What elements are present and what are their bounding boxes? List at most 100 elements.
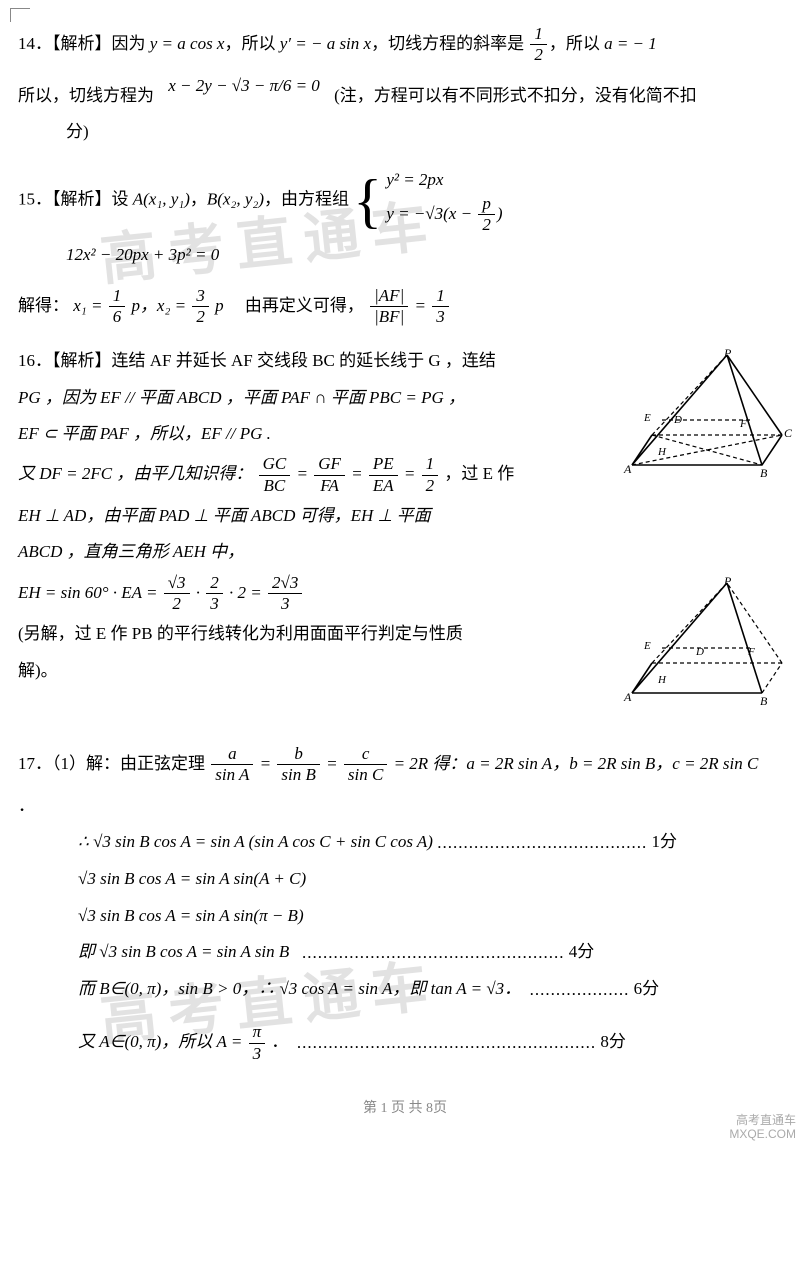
- pts: 6分: [634, 979, 660, 998]
- svg-text:H: H: [657, 446, 667, 458]
- eq: p: [215, 295, 224, 314]
- pyramid-diagram-2: P A B E D F H: [622, 573, 792, 724]
- num: 3: [192, 286, 209, 307]
- num: |AF|: [370, 286, 408, 307]
- svg-text:H: H: [657, 674, 667, 686]
- t: 因为: [112, 34, 150, 53]
- dots: ...................: [530, 974, 630, 1006]
- corner-mark: [10, 8, 30, 22]
- eq: y = a cos x: [150, 34, 225, 53]
- den: EA: [369, 476, 398, 496]
- t: ．: [18, 790, 792, 822]
- t: 又 DF = 2FC ，由平几知识得：: [18, 464, 252, 483]
- question-15: 15．【解析】设 A(x₁, y₁)，B(x₂, y₂)，由方程组 { y² =…: [18, 166, 792, 327]
- den: 2: [530, 45, 547, 65]
- den: sin C: [344, 765, 387, 785]
- num: √3: [164, 573, 190, 594]
- den: |BF|: [370, 307, 408, 327]
- t: 由再定义可得，: [228, 295, 364, 314]
- q14-tag: 【解析】: [52, 34, 112, 53]
- dots: ........................................…: [297, 1027, 596, 1059]
- dots: ........................................: [437, 827, 647, 859]
- eq: =: [326, 754, 342, 773]
- t: ): [497, 203, 503, 222]
- eq: =: [404, 464, 420, 483]
- num: 2√3: [268, 573, 302, 594]
- t: 设: [112, 190, 133, 209]
- pts: 1分: [651, 832, 677, 851]
- den: 6: [109, 307, 126, 327]
- svg-text:P: P: [723, 346, 732, 360]
- eq: x − 2y − √3 − π/6 = 0: [168, 76, 320, 95]
- brand-top: 高考直通车: [729, 1114, 796, 1127]
- brand-watermark: 高考直通车 MXQE.COM: [729, 1114, 796, 1140]
- den: BC: [259, 476, 291, 496]
- svg-text:D: D: [673, 414, 682, 426]
- den: 3: [268, 594, 302, 614]
- den: 3: [432, 307, 449, 327]
- num: a: [211, 744, 253, 765]
- num: p: [478, 194, 495, 215]
- t: EH = sin 60° · EA =: [18, 582, 162, 601]
- t: 连结 AF 并延长 AF 交线段 BC 的延长线于 G ，连结: [112, 351, 496, 370]
- eq: y = −√3(x − p2): [386, 194, 502, 236]
- step: √3 sin B cos A = sin A sin(π − B): [78, 900, 792, 932]
- eq: p，x₂ =: [131, 295, 190, 314]
- t: 解得：: [18, 295, 69, 314]
- pts: 8分: [600, 1032, 626, 1051]
- t: 分): [66, 116, 792, 148]
- svg-text:B: B: [760, 694, 768, 708]
- t: ，切线方程的斜率是: [371, 34, 528, 53]
- t: 由正弦定理: [120, 754, 209, 773]
- t: ·: [196, 582, 205, 601]
- svg-text:A: A: [623, 462, 632, 476]
- brand-bottom: MXQE.COM: [729, 1128, 796, 1141]
- q16-num: 16．: [18, 351, 52, 370]
- t: ，所以: [549, 34, 604, 53]
- t: y = −√3(x −: [386, 203, 476, 222]
- eq-system: y² = 2px y = −√3(x − p2): [386, 166, 502, 235]
- q14-num: 14．: [18, 34, 52, 53]
- q16-tag: 【解析】: [52, 351, 112, 370]
- question-16: P A B C D E F H 16．【解析】连结 AF 并延长 AF 交线段 …: [18, 345, 792, 724]
- t: ABCD ，直角三角形 AEH 中，: [18, 536, 792, 568]
- page-footer: 第 1 页 共 8页: [18, 1096, 792, 1123]
- num: c: [344, 744, 387, 765]
- step: 即 √3 sin B cos A = sin A sin B: [78, 942, 289, 961]
- question-17: 17．（1）解：由正弦定理 asin A = bsin B = csin C =…: [18, 744, 792, 1064]
- eq: x₁ =: [73, 295, 106, 314]
- t: ，由方程组: [264, 190, 349, 209]
- svg-text:E: E: [643, 412, 651, 424]
- num: 2: [206, 573, 223, 594]
- den: sin A: [211, 765, 253, 785]
- pts: 4分: [569, 942, 595, 961]
- t: 所以，切线方程为: [18, 86, 158, 105]
- den: sin B: [277, 765, 319, 785]
- question-14: 14．【解析】因为 y = a cos x，所以 y′ = − a sin x，…: [18, 24, 792, 148]
- eq: =: [296, 464, 312, 483]
- pt-B: B(x₂, y₂): [207, 190, 264, 209]
- num: 1: [432, 286, 449, 307]
- den: 2: [422, 476, 439, 496]
- num: PE: [369, 454, 398, 475]
- num: GF: [314, 454, 345, 475]
- num: 1: [422, 454, 439, 475]
- q17-num: 17．: [18, 754, 52, 773]
- t: ．: [271, 1032, 288, 1051]
- den: 3: [249, 1044, 266, 1064]
- num: 1: [530, 24, 547, 45]
- step: 又 A∈(0, π)，所以 A =: [78, 1032, 247, 1051]
- t: ，所以: [224, 34, 279, 53]
- num: 1: [109, 286, 126, 307]
- eq: y² = 2px: [386, 166, 502, 193]
- t: 得：a = 2R sin A，b = 2R sin B，c = 2R sin C: [432, 754, 758, 773]
- num: GC: [259, 454, 291, 475]
- q15-num: 15．: [18, 190, 52, 209]
- step: 而 B∈(0, π)，sin B > 0，∴ √3 cos A = sin A，…: [78, 979, 521, 998]
- eq: =: [415, 295, 431, 314]
- svg-text:B: B: [760, 466, 768, 480]
- dots: ........................................…: [302, 937, 565, 969]
- svg-text:F: F: [747, 646, 755, 658]
- den: 2: [478, 215, 495, 235]
- den: 2: [164, 594, 190, 614]
